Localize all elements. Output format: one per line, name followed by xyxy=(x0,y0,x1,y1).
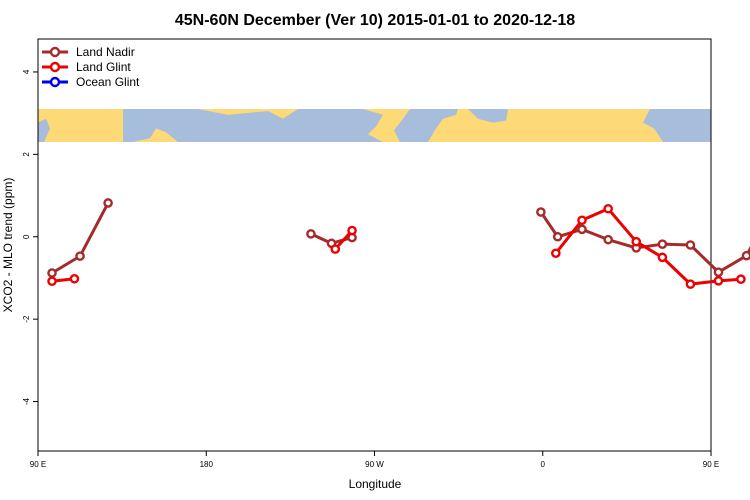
x-axis-label: Longitude xyxy=(349,477,402,491)
data-point xyxy=(347,225,357,236)
ocean-shape xyxy=(123,109,383,142)
y-tick-label: 4 xyxy=(22,69,31,74)
data-point xyxy=(577,224,587,235)
x-tick-label: 90 E xyxy=(703,460,719,469)
ocean-shape xyxy=(643,109,711,142)
y-tick-label: -2 xyxy=(22,315,31,323)
x-tick-label: 90 W xyxy=(365,460,384,469)
data-point xyxy=(713,267,724,277)
legend-marker xyxy=(49,76,61,88)
x-tick-label: 90 E xyxy=(30,460,46,469)
series-land-nadir xyxy=(47,198,750,278)
legend-label: Land Nadir xyxy=(76,45,135,59)
data-point xyxy=(657,252,668,263)
y-axis-label: XCO2 - MLO trend (ppm) xyxy=(1,178,15,313)
y-tick-label: 0 xyxy=(22,234,31,239)
data-point xyxy=(536,207,546,217)
data-point xyxy=(631,236,642,247)
data-point xyxy=(741,250,750,261)
data-point xyxy=(330,244,341,254)
data-point xyxy=(577,215,587,226)
ocean-shape xyxy=(468,109,508,123)
x-tick-label: 180 xyxy=(200,460,214,469)
legend-marker xyxy=(49,61,61,73)
ocean-shape xyxy=(394,109,458,142)
ocean-shape xyxy=(338,120,360,135)
data-point xyxy=(657,239,668,249)
legend-label: Ocean Glint xyxy=(76,75,140,89)
data-point xyxy=(75,251,85,261)
data-point xyxy=(603,203,613,214)
data-point xyxy=(736,274,746,284)
series-line xyxy=(539,211,750,274)
data-point xyxy=(103,198,113,208)
series-land-glint xyxy=(47,203,746,289)
data-point xyxy=(713,276,724,286)
data-point xyxy=(306,229,316,239)
data-point xyxy=(47,268,57,278)
chart-title: 45N-60N December (Ver 10) 2015-01-01 to … xyxy=(175,12,575,29)
series-line xyxy=(51,202,110,275)
data-point xyxy=(69,273,80,284)
data-point xyxy=(551,248,561,259)
legend-label: Land Glint xyxy=(76,60,131,74)
y-tick-label: -4 xyxy=(22,397,31,405)
plot-frame xyxy=(37,38,712,452)
x-tick-label: 0 xyxy=(541,460,546,469)
data-point xyxy=(685,240,696,250)
data-point xyxy=(47,276,57,287)
plot-area: 90 E 180 90 W 0 90 E -4 -2 0 2 4 xyxy=(22,38,750,469)
data-point xyxy=(603,234,613,245)
data-point xyxy=(552,231,563,242)
y-tick-label: 2 xyxy=(22,152,31,157)
legend-marker xyxy=(49,46,61,58)
map-band-oceans xyxy=(38,109,711,142)
data-point xyxy=(685,279,696,289)
ocean-shape xyxy=(38,118,50,142)
